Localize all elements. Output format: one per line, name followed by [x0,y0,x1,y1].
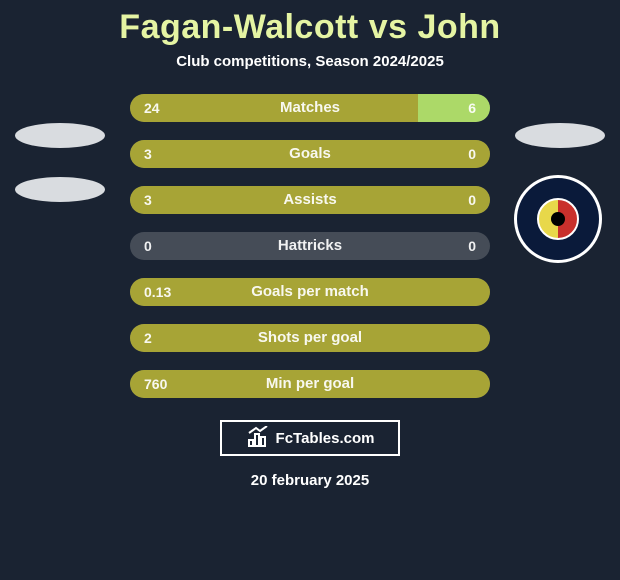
stat-row: 0.13Goals per match [130,278,490,306]
brand-logo: FcTables.com [220,420,400,456]
stat-label: Min per goal [130,370,490,398]
stat-row: 00Hattricks [130,232,490,260]
chart-icon [246,426,270,450]
stat-row: 2Shots per goal [130,324,490,352]
stat-label: Goals [130,140,490,168]
ellipse-icon [15,123,105,148]
stat-label: Hattricks [130,232,490,260]
ellipse-icon [515,123,605,148]
stat-label: Shots per goal [130,324,490,352]
stat-label: Goals per match [130,278,490,306]
player-left-avatar [15,105,105,225]
stats-bars-container: 246Matches 30Goals 30Assists 00Hattricks 0.1… [130,94,490,398]
comparison-subtitle: Club competitions, Season 2024/2025 [0,53,620,70]
stat-label: Assists [130,186,490,214]
stat-row: 30Goals [130,140,490,168]
club-badge-inner-icon [537,198,579,240]
stat-row: 246Matches [130,94,490,122]
club-badge [514,175,602,263]
brand-text: FcTables.com [276,430,375,447]
ellipse-icon [15,177,105,202]
stat-label: Matches [130,94,490,122]
stat-row: 760Min per goal [130,370,490,398]
footer-date: 20 february 2025 [0,472,620,489]
comparison-title: Fagan-Walcott vs John [0,0,620,47]
stat-row: 30Assists [130,186,490,214]
